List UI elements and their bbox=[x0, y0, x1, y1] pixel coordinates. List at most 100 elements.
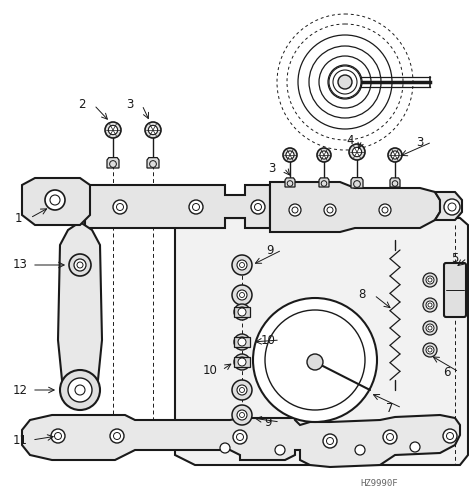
Circle shape bbox=[189, 200, 203, 214]
Circle shape bbox=[51, 429, 65, 443]
Circle shape bbox=[391, 151, 399, 159]
Circle shape bbox=[328, 65, 362, 99]
Text: 9: 9 bbox=[264, 416, 272, 428]
Circle shape bbox=[286, 151, 294, 159]
Circle shape bbox=[342, 79, 348, 85]
Polygon shape bbox=[435, 192, 462, 220]
Text: 3: 3 bbox=[126, 98, 134, 112]
Text: 7: 7 bbox=[386, 402, 394, 414]
Circle shape bbox=[323, 434, 337, 448]
Circle shape bbox=[60, 370, 100, 410]
FancyBboxPatch shape bbox=[234, 337, 250, 347]
Circle shape bbox=[238, 338, 246, 346]
Circle shape bbox=[237, 337, 247, 347]
Circle shape bbox=[145, 122, 161, 138]
Circle shape bbox=[428, 303, 432, 307]
Circle shape bbox=[338, 75, 352, 89]
Circle shape bbox=[105, 122, 121, 138]
Text: 5: 5 bbox=[451, 252, 459, 264]
Circle shape bbox=[329, 66, 361, 98]
Circle shape bbox=[355, 445, 365, 455]
Circle shape bbox=[232, 285, 252, 305]
Circle shape bbox=[50, 195, 60, 205]
Circle shape bbox=[324, 204, 336, 216]
Circle shape bbox=[238, 358, 246, 366]
Circle shape bbox=[444, 199, 460, 215]
Circle shape bbox=[428, 278, 432, 282]
Circle shape bbox=[232, 380, 252, 400]
Circle shape bbox=[54, 432, 61, 440]
Circle shape bbox=[238, 308, 246, 316]
Circle shape bbox=[309, 46, 381, 118]
Circle shape bbox=[237, 307, 247, 317]
Text: 6: 6 bbox=[443, 366, 451, 378]
Circle shape bbox=[253, 298, 377, 422]
Circle shape bbox=[448, 203, 456, 211]
Circle shape bbox=[292, 207, 298, 213]
Circle shape bbox=[237, 260, 247, 270]
Circle shape bbox=[240, 412, 244, 418]
Circle shape bbox=[426, 324, 434, 332]
Circle shape bbox=[383, 430, 397, 444]
Circle shape bbox=[446, 432, 454, 440]
Circle shape bbox=[327, 207, 333, 213]
Circle shape bbox=[265, 310, 365, 410]
Polygon shape bbox=[390, 178, 400, 187]
Circle shape bbox=[275, 445, 285, 455]
Text: 4: 4 bbox=[346, 134, 354, 146]
Circle shape bbox=[116, 204, 123, 210]
Circle shape bbox=[108, 126, 118, 134]
Circle shape bbox=[335, 72, 355, 92]
Circle shape bbox=[352, 148, 362, 156]
Circle shape bbox=[240, 292, 244, 298]
Circle shape bbox=[45, 190, 65, 210]
Text: 8: 8 bbox=[358, 288, 366, 302]
Circle shape bbox=[220, 443, 230, 453]
Circle shape bbox=[426, 346, 434, 354]
Circle shape bbox=[388, 148, 402, 162]
Circle shape bbox=[255, 204, 262, 210]
Circle shape bbox=[307, 354, 323, 370]
Circle shape bbox=[68, 378, 92, 402]
FancyBboxPatch shape bbox=[234, 357, 250, 367]
Text: 11: 11 bbox=[13, 434, 28, 446]
Circle shape bbox=[148, 126, 158, 134]
Text: 3: 3 bbox=[416, 136, 424, 148]
Circle shape bbox=[298, 35, 392, 129]
Circle shape bbox=[234, 304, 250, 320]
Circle shape bbox=[289, 204, 301, 216]
Polygon shape bbox=[107, 158, 119, 168]
Circle shape bbox=[349, 144, 365, 160]
Circle shape bbox=[234, 334, 250, 350]
Circle shape bbox=[232, 405, 252, 425]
Circle shape bbox=[423, 298, 437, 312]
Circle shape bbox=[410, 442, 420, 452]
Text: 1: 1 bbox=[14, 212, 22, 224]
Circle shape bbox=[426, 301, 434, 309]
Circle shape bbox=[386, 434, 393, 440]
Circle shape bbox=[317, 148, 331, 162]
Circle shape bbox=[237, 410, 247, 420]
Circle shape bbox=[69, 254, 91, 276]
Text: 12: 12 bbox=[13, 384, 28, 396]
Circle shape bbox=[339, 76, 351, 88]
Circle shape bbox=[113, 432, 121, 440]
Circle shape bbox=[423, 273, 437, 287]
Text: 2: 2 bbox=[78, 98, 86, 112]
Polygon shape bbox=[58, 222, 102, 398]
Circle shape bbox=[326, 438, 333, 444]
Circle shape bbox=[113, 200, 127, 214]
FancyBboxPatch shape bbox=[234, 307, 250, 317]
Text: 9: 9 bbox=[266, 244, 274, 256]
Text: HZ9990F: HZ9990F bbox=[360, 479, 398, 488]
Circle shape bbox=[283, 148, 297, 162]
Circle shape bbox=[77, 262, 83, 268]
Circle shape bbox=[382, 207, 388, 213]
Text: 10: 10 bbox=[261, 334, 275, 346]
Circle shape bbox=[428, 326, 432, 330]
Circle shape bbox=[240, 388, 244, 392]
Polygon shape bbox=[351, 178, 363, 188]
Polygon shape bbox=[22, 178, 90, 225]
Polygon shape bbox=[22, 415, 460, 467]
Circle shape bbox=[74, 259, 86, 271]
